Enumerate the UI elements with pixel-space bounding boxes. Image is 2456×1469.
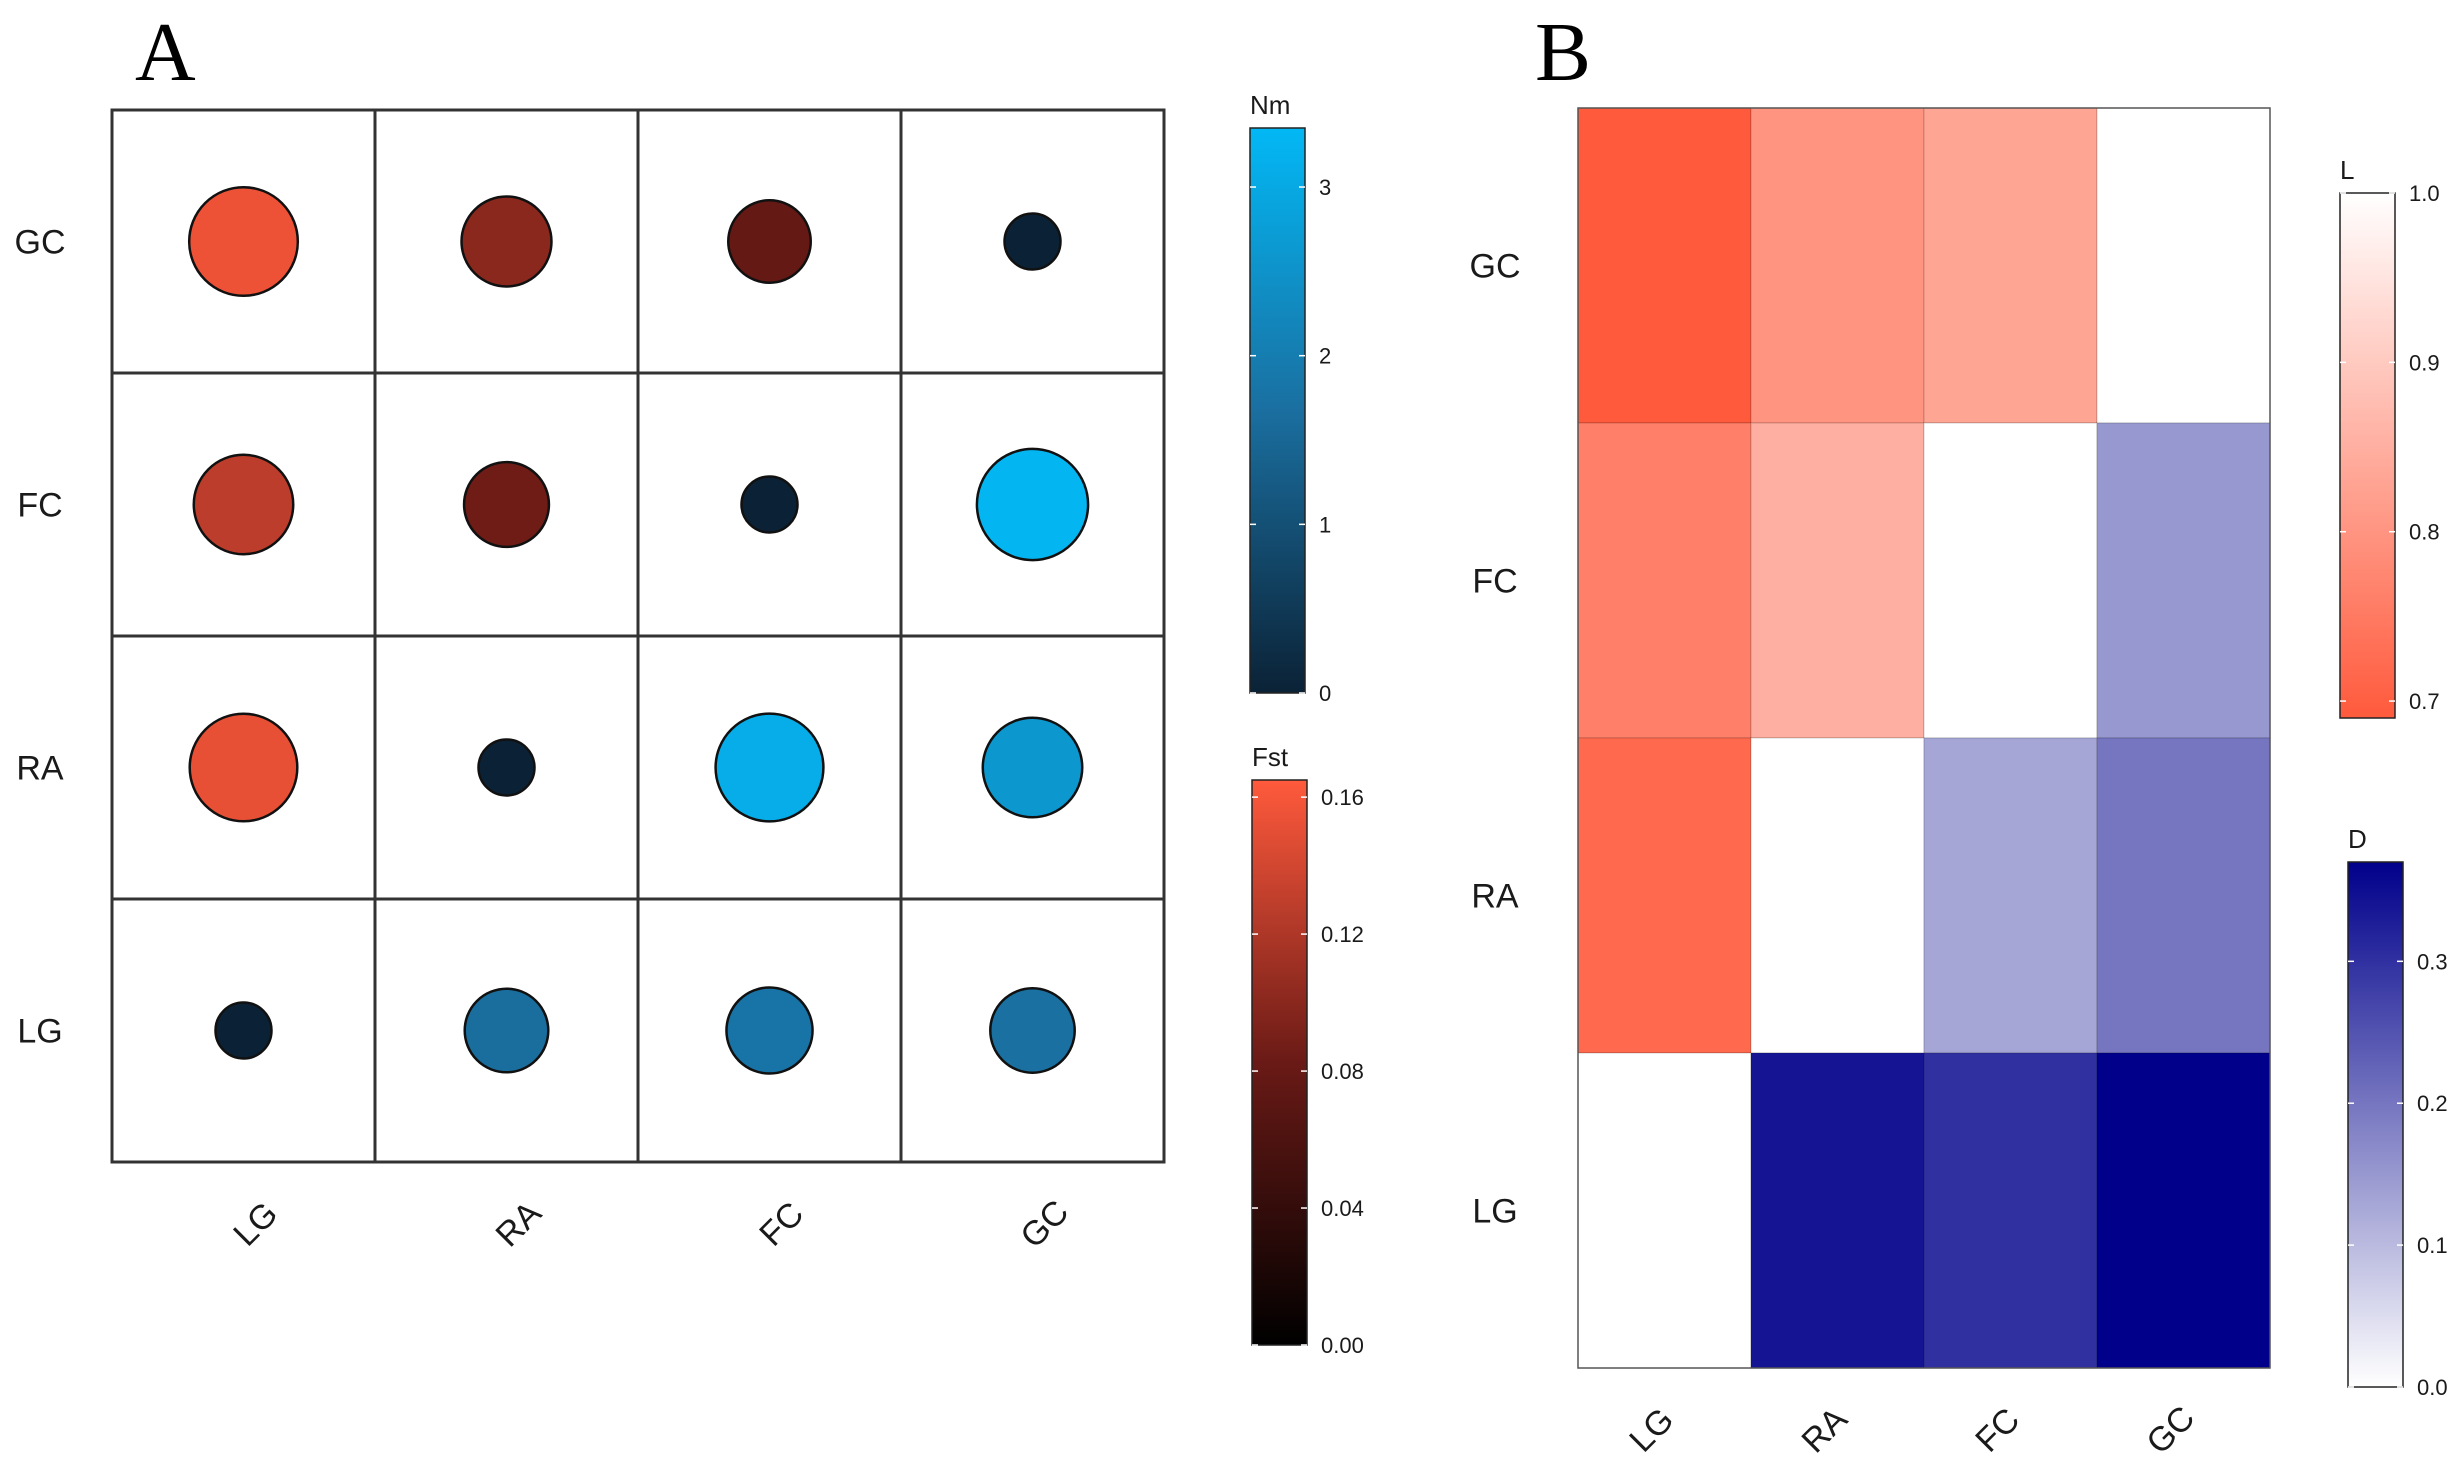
legend-tick-l-3: 1.0	[2409, 181, 2440, 206]
legend-fst: Fst 0.00 0.04 0.08 0.12 0.16	[1251, 742, 1364, 1358]
bubble-FC-RA	[462, 460, 551, 549]
legend-tick-d-3: 0.3	[2417, 949, 2448, 974]
legend-tick-fst-3: 0.12	[1321, 922, 1364, 947]
row-label-a-RA: RA	[16, 750, 64, 788]
panel-a-label: A	[135, 6, 196, 99]
heat-FC-RA	[1750, 422, 1925, 739]
heat-LG-RA	[1750, 1052, 1925, 1369]
heat-GC-RA	[1750, 107, 1925, 424]
bubble-FC-LG	[192, 453, 295, 556]
legend-tick-d-1: 0.1	[2417, 1233, 2448, 1258]
legend-tick-d-2: 0.2	[2417, 1091, 2448, 1116]
panel-b-label: B	[1535, 6, 1591, 99]
row-label-a-GC: GC	[15, 224, 66, 262]
heat-RA-FC	[1923, 737, 2098, 1054]
heat-GC-LG	[1577, 107, 1752, 424]
col-label-a-FC: FC	[752, 1195, 811, 1254]
heat-LG-GC	[2096, 1052, 2271, 1369]
legend-tick-l-0: 0.7	[2409, 689, 2440, 714]
col-label-b-RA: RA	[1795, 1400, 1855, 1460]
legend-d: D 0.0 0.1 0.2 0.3	[2347, 824, 2448, 1400]
bubble-GC-FC	[727, 199, 812, 284]
bubble-RA-FC	[714, 712, 825, 823]
bubble-GC-RA	[460, 195, 553, 288]
legend-tick-fst-4: 0.16	[1321, 785, 1364, 810]
heat-LG-LG	[1577, 1052, 1752, 1369]
row-label-b-RA: RA	[1471, 878, 1519, 916]
legend-tick-nm-3: 3	[1319, 175, 1331, 200]
legend-tick-fst-0: 0.00	[1321, 1333, 1364, 1358]
legend-tick-nm-1: 1	[1319, 512, 1331, 537]
heat-FC-FC	[1923, 422, 2098, 739]
legend-tick-nm-0: 0	[1319, 681, 1331, 706]
legend-l: L 0.7 0.8 0.9 1.0	[2339, 155, 2440, 719]
row-label-b-LG: LG	[1472, 1193, 1517, 1231]
col-label-a-RA: RA	[489, 1194, 549, 1254]
heat-RA-RA	[1750, 737, 1925, 1054]
bubble-FC-GC	[975, 447, 1090, 562]
heatmap-border	[1577, 107, 2271, 1369]
row-label-b-GC: GC	[1470, 248, 1521, 286]
col-label-a-GC: GC	[1013, 1193, 1076, 1256]
heat-FC-LG	[1577, 422, 1752, 739]
bubble-RA-RA	[477, 738, 536, 797]
heat-FC-GC	[2096, 422, 2271, 739]
legend-tick-d-0: 0.0	[2417, 1375, 2448, 1400]
legend-title-d: D	[2348, 824, 2367, 854]
bubble-GC-GC	[1003, 212, 1062, 271]
panel-b-heatmap	[1577, 107, 2271, 1369]
heat-GC-GC	[2096, 107, 2271, 424]
row-label-a-LG: LG	[17, 1013, 62, 1051]
legend-tick-nm-2: 2	[1319, 344, 1331, 369]
colorbar-d	[2347, 861, 2404, 1388]
legend-nm: Nm 0 1 2 3	[1249, 90, 1331, 706]
row-label-b-FC: FC	[1472, 563, 1517, 601]
legend-tick-l-2: 0.9	[2409, 350, 2440, 375]
bubble-LG-RA	[463, 987, 550, 1074]
col-label-b-LG: LG	[1622, 1401, 1681, 1460]
legend-title-nm: Nm	[1250, 90, 1290, 120]
cell-a-FC-GC	[899, 371, 1166, 638]
legend-title-l: L	[2340, 155, 2354, 185]
col-label-b-FC: FC	[1968, 1401, 2027, 1460]
heat-RA-GC	[2096, 737, 2271, 1054]
cell-a-LG-RA	[373, 897, 640, 1164]
bubble-LG-LG	[214, 1001, 273, 1060]
colorbar-nm	[1249, 127, 1306, 694]
bubble-LG-GC	[989, 987, 1076, 1074]
bubble-FC-FC	[740, 475, 799, 534]
col-label-a-LG: LG	[226, 1195, 285, 1254]
legend-tick-fst-2: 0.08	[1321, 1059, 1364, 1084]
legend-tick-fst-1: 0.04	[1321, 1196, 1364, 1221]
panel-a-bubble-matrix	[110, 108, 1166, 1164]
legend-title-fst: Fst	[1252, 742, 1289, 772]
col-label-b-GC: GC	[2139, 1399, 2202, 1462]
bubble-GC-LG	[187, 185, 300, 298]
bubble-RA-GC	[981, 716, 1084, 819]
colorbar-fst	[1251, 779, 1308, 1346]
bubble-LG-FC	[725, 986, 814, 1075]
heat-RA-LG	[1577, 737, 1752, 1054]
legend-tick-l-1: 0.8	[2409, 520, 2440, 545]
bubble-RA-LG	[188, 712, 299, 823]
row-label-a-FC: FC	[17, 487, 62, 525]
heat-GC-FC	[1923, 107, 2098, 424]
heat-LG-FC	[1923, 1052, 2098, 1369]
colorbar-l	[2339, 192, 2396, 719]
